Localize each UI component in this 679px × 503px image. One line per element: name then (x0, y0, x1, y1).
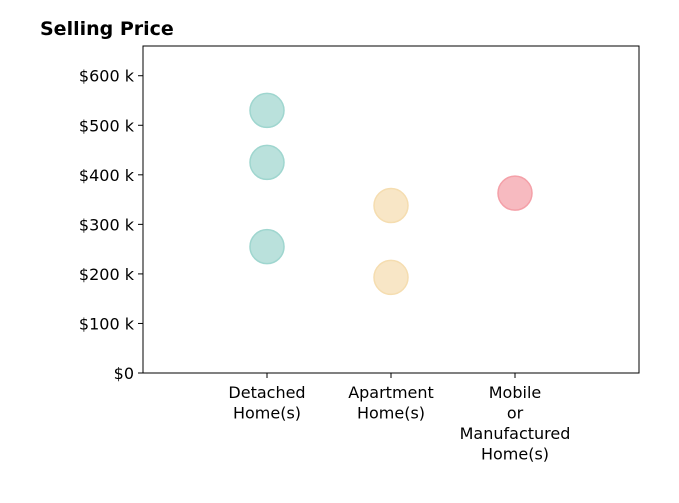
y-tick-label-4: $400 k (79, 166, 135, 185)
y-axis: $0 $100 k $200 k $300 k $400 k $500 k $600 k (79, 67, 143, 383)
data-point-1-1 (373, 259, 409, 296)
points-layer (249, 92, 533, 296)
x-tick-label-0: Detached Home(s) (228, 383, 305, 423)
x-tick-label-2: Mobile or Manufactured Home(s) (460, 383, 571, 464)
x-tick-label-1: Apartment Home(s) (348, 383, 434, 423)
x-axis: Detached Home(s) Apartment Home(s) Mobile or M… (228, 373, 570, 464)
data-point-0-0 (249, 92, 285, 129)
data-point-0-2 (249, 228, 285, 265)
y-tick-label-5: $500 k (79, 116, 135, 135)
y-tick-label-1: $100 k (79, 314, 135, 333)
data-point-0-1 (249, 144, 285, 181)
y-tick-label-6: $600 k (79, 67, 135, 86)
chart-title: Selling Price (40, 18, 174, 40)
y-tick-label-3: $300 k (79, 215, 135, 234)
y-tick-label-0: $0 (114, 364, 134, 383)
data-point-1-0 (373, 187, 409, 224)
data-point-2-0 (497, 175, 533, 211)
y-tick-label-2: $200 k (79, 265, 135, 284)
